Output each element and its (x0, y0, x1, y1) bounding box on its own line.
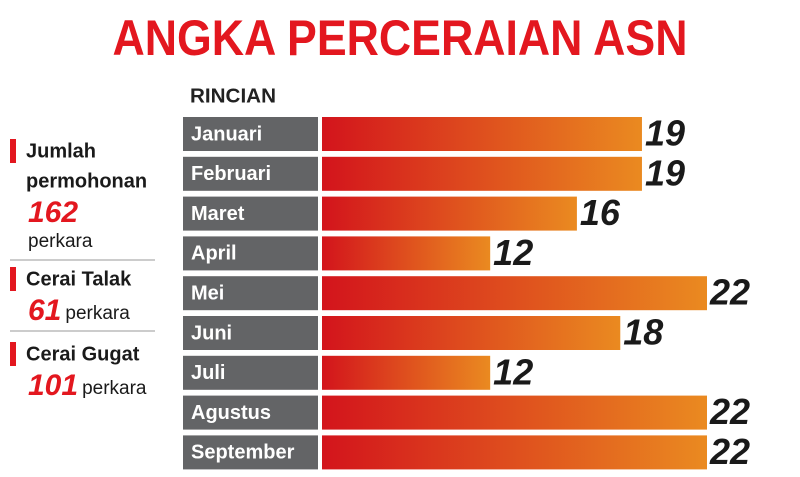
value-label: 12 (493, 232, 533, 273)
bar (322, 276, 707, 311)
category-label: Agustus (191, 402, 271, 424)
subtitle: RINCIAN (190, 85, 276, 107)
bar (322, 395, 707, 430)
summary-unit: perkara (82, 378, 147, 399)
summary-label: permohonan (26, 170, 147, 192)
category-label: Juli (191, 362, 225, 384)
value-label: 18 (623, 312, 663, 353)
summary-label: Jumlah (26, 140, 96, 162)
value-label: 22 (709, 272, 750, 313)
category-box (183, 316, 318, 350)
bar (322, 117, 642, 151)
summary-label: Cerai Gugat (26, 343, 140, 365)
accent (10, 342, 16, 366)
category-box (183, 236, 318, 271)
value-label: 19 (645, 152, 685, 193)
value-label: 22 (709, 431, 750, 472)
category-label: September (191, 442, 295, 464)
bar (322, 156, 642, 191)
summary-unit: perkara (28, 231, 93, 252)
value-label: 19 (645, 113, 685, 154)
category-label: Juni (191, 322, 232, 344)
bar (322, 196, 577, 231)
category-box (183, 395, 318, 430)
summary-value: 61 (28, 294, 61, 327)
category-label: Maret (191, 203, 245, 225)
category-box (183, 276, 318, 311)
summary-value: 162 (28, 196, 78, 229)
category-label: Januari (191, 123, 262, 145)
category-box (183, 117, 318, 151)
category-label: Februari (191, 163, 271, 185)
category-label: Mei (191, 282, 224, 304)
bar (322, 316, 621, 350)
category-box (183, 435, 318, 470)
category-box (183, 156, 318, 191)
summary-value: 101 (28, 369, 78, 402)
value-label: 16 (580, 192, 621, 233)
accent (10, 267, 16, 291)
bar (322, 435, 707, 470)
bar (322, 355, 491, 390)
summary-unit: perkara (65, 303, 130, 324)
bar (322, 236, 491, 271)
chart-title: ANGKA PERCERAIAN ASN (113, 10, 688, 66)
summary-label: Cerai Talak (26, 268, 132, 290)
value-label: 22 (709, 391, 750, 432)
accent (10, 139, 16, 163)
value-label: 12 (493, 351, 533, 392)
category-box (183, 355, 318, 390)
category-box (183, 196, 318, 231)
category-label: April (191, 243, 237, 265)
